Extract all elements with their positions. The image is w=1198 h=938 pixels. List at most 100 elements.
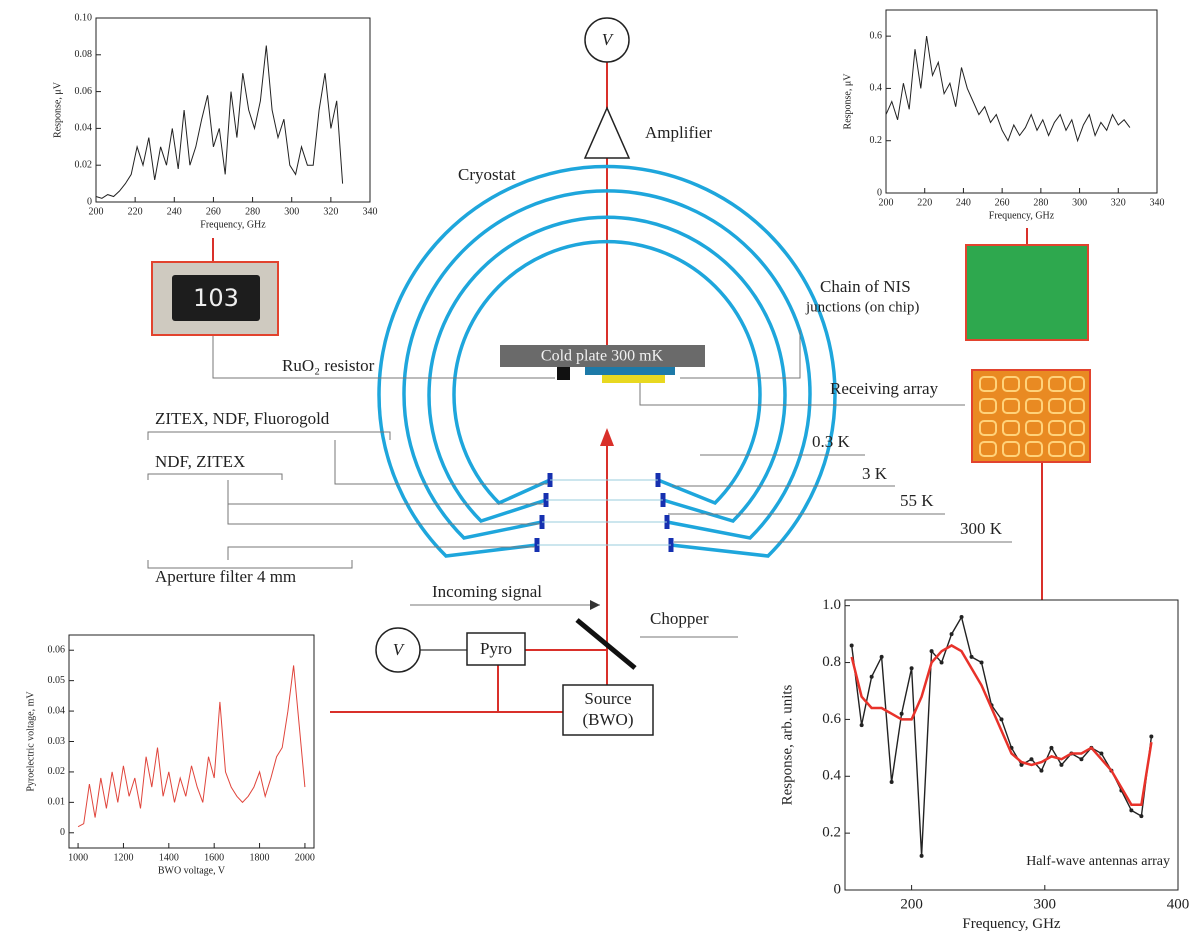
resistor-label: RuO₂ resistor [282, 356, 375, 375]
stage-label: 0.3 K [812, 432, 851, 451]
array-holder [602, 375, 665, 383]
pyro-label: Pyro [480, 639, 512, 658]
x-tick-label: 1400 [159, 852, 179, 863]
x-tick-label: 320 [1111, 197, 1126, 208]
x-tick-label: 240 [956, 197, 971, 208]
x-tick-label: 240 [167, 206, 182, 217]
x-tick-label: 280 [245, 206, 260, 217]
source-label: (BWO) [583, 710, 634, 729]
x-tick-label: 280 [1033, 197, 1048, 208]
data-point [1129, 808, 1133, 812]
resistor-block [557, 367, 570, 380]
data-point [1029, 757, 1033, 761]
y-tick-label: 0 [877, 187, 882, 198]
y-axis-label: Response, arb. units [779, 684, 795, 805]
x-tick-label: 260 [995, 197, 1010, 208]
resistor-code: 103 [193, 284, 239, 312]
figure: V Amplifier Cryostat Cold plate 300 mK 1… [0, 0, 1198, 938]
data-point [1099, 752, 1103, 756]
data-point [950, 632, 954, 636]
y-tick-label: 0.06 [75, 86, 93, 97]
x-tick-label: 200 [879, 197, 894, 208]
data-point [920, 854, 924, 858]
x-tick-label: 220 [917, 197, 932, 208]
x-tick-label: 320 [323, 206, 338, 217]
x-tick-label: 1000 [68, 852, 88, 863]
data-point [1079, 757, 1083, 761]
data-point [940, 661, 944, 665]
x-axis-label: BWO voltage, V [158, 865, 226, 876]
cold-plate-label: Cold plate 300 mK [541, 348, 664, 365]
y-tick-label: 0.01 [48, 797, 66, 808]
array-label: Receiving array [830, 379, 939, 398]
data-point [960, 615, 964, 619]
data-point [1049, 746, 1053, 750]
cryostat-label: Cryostat [458, 165, 516, 184]
data-point [870, 675, 874, 679]
chopper-label: Chopper [650, 609, 709, 628]
y-axis-label: Response, μV [52, 81, 63, 138]
y-axis-label: Pyroelectric voltage, mV [25, 691, 36, 792]
annotation: Half-wave antennas array [1026, 854, 1170, 869]
filter-label: NDF, ZITEX [155, 452, 245, 471]
stage-label: 55 K [900, 491, 934, 510]
x-tick-label: 200 [89, 206, 104, 217]
y-tick-label: 0 [60, 827, 65, 838]
y-tick-label: 0.4 [870, 83, 883, 94]
data-point [1059, 763, 1063, 767]
data-point [1000, 717, 1004, 721]
y-tick-label: 0.10 [75, 12, 93, 23]
y-tick-label: 0.04 [48, 705, 66, 716]
x-tick-label: 340 [363, 206, 378, 217]
data-point [900, 712, 904, 716]
y-tick-label: 0.6 [822, 711, 841, 727]
data-point [910, 666, 914, 670]
x-tick-label: 260 [206, 206, 221, 217]
data-point [980, 661, 984, 665]
y-tick-label: 0.08 [75, 49, 93, 60]
x-axis-label: Frequency, GHz [989, 210, 1055, 221]
y-tick-label: 0.02 [48, 766, 66, 777]
x-axis-label: Frequency, GHz [200, 219, 266, 230]
x-tick-label: 1600 [204, 852, 224, 863]
x-tick-label: 1200 [113, 852, 133, 863]
y-tick-label: 0.04 [75, 123, 93, 134]
y-tick-label: 0.2 [870, 135, 883, 146]
stage-label: 300 K [960, 519, 1003, 538]
array-block [585, 367, 675, 375]
stage-label: 3 K [862, 464, 888, 483]
leader-lines [148, 330, 1012, 637]
data-point [1149, 734, 1153, 738]
amplifier-label: Amplifier [645, 123, 712, 142]
incoming-label: Incoming signal [432, 582, 542, 601]
nis-label: junctions (on chip) [805, 299, 919, 315]
filter-label: Aperture filter 4 mm [155, 567, 296, 586]
x-tick-label: 340 [1150, 197, 1165, 208]
y-tick-label: 0.2 [822, 825, 841, 841]
y-tick-label: 0.8 [822, 654, 841, 670]
x-axis-label: Frequency, GHz [962, 916, 1061, 932]
plot-frame [69, 635, 314, 848]
y-tick-label: 0.05 [48, 675, 66, 686]
x-tick-label: 220 [128, 206, 143, 217]
x-tick-label: 300 [284, 206, 299, 217]
data-point [1039, 769, 1043, 773]
x-tick-label: 200 [900, 896, 923, 912]
data-point [890, 780, 894, 784]
nis-chip-photo [966, 245, 1088, 340]
data-point [860, 723, 864, 727]
y-tick-label: 0 [834, 881, 842, 897]
y-tick-label: 0.06 [48, 645, 66, 656]
data-point [970, 655, 974, 659]
y-tick-label: 0.02 [75, 159, 93, 170]
x-tick-label: 300 [1072, 197, 1087, 208]
y-tick-label: 0.4 [822, 768, 841, 784]
plot-frame [845, 600, 1178, 890]
data-point [930, 649, 934, 653]
x-tick-label: 1800 [250, 852, 270, 863]
x-tick-label: 300 [1034, 896, 1057, 912]
y-tick-label: 0.6 [870, 30, 883, 41]
source-label: Source [584, 689, 631, 708]
data-point [1139, 814, 1143, 818]
filter-label: ZITEX, NDF, Fluorogold [155, 409, 330, 428]
